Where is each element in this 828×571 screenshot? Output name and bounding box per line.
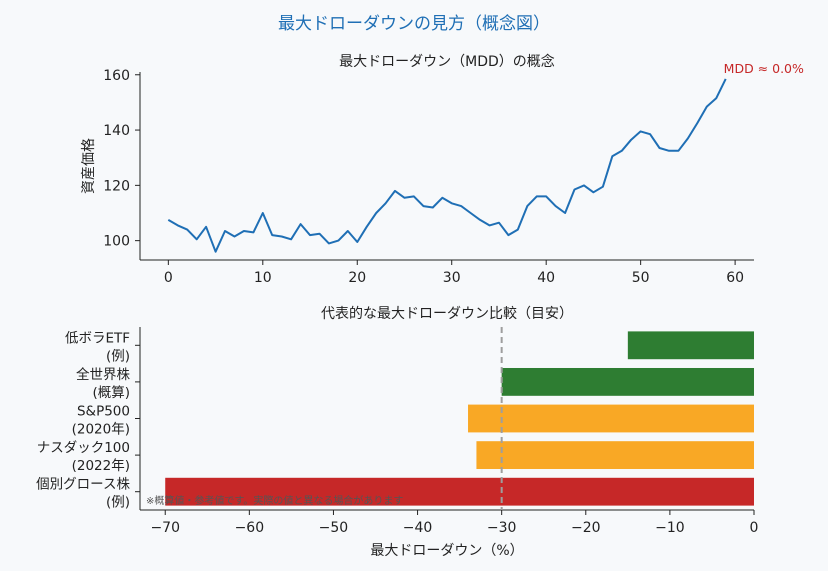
x-tick-label: −70 — [150, 520, 180, 536]
bar-3 — [468, 404, 754, 433]
bar-2 — [501, 367, 754, 396]
x-tick-label: −20 — [571, 520, 601, 536]
bar-chart-title: 代表的な最大ドローダウン比較（目安） — [321, 306, 573, 322]
y-tick-label: 160 — [103, 68, 130, 84]
category-label-line: 個別グロース株 — [36, 477, 130, 493]
x-tick-label: 0 — [164, 270, 173, 286]
category-label-line: (例) — [106, 495, 130, 511]
x-tick-label: 30 — [443, 270, 461, 286]
category-label: S&P500 (2020年) — [72, 404, 130, 438]
y-tick-label: 100 — [103, 234, 130, 250]
line-chart-title: 最大ドローダウン（MDD）の概念 — [339, 53, 555, 70]
category-label-line: 全世界株 — [76, 366, 130, 383]
figure-title: 最大ドローダウンの見方（概念図） — [278, 14, 550, 34]
x-tick-label: −40 — [403, 520, 433, 536]
x-tick-label: −50 — [319, 520, 349, 536]
category-label-line: ナスダック100 — [37, 440, 130, 456]
category-label: 全世界株 (概算) — [76, 366, 130, 401]
x-tick-label: 60 — [726, 270, 744, 286]
x-axis-label: 最大ドローダウン（%） — [370, 543, 523, 559]
category-label: ナスダック100 (2022年) — [37, 440, 130, 474]
category-label-line: (概算) — [92, 385, 130, 401]
bar-4 — [476, 441, 754, 470]
x-tick-label: 40 — [537, 270, 555, 286]
category-label-line: (2022年) — [72, 458, 130, 474]
x-tick-label: 10 — [254, 270, 272, 286]
bar-1 — [627, 331, 754, 360]
category-label-line: S&P500 — [77, 404, 130, 420]
category-label-line: 低ボラETF — [65, 330, 130, 346]
y-axis-label: 資産価格 — [81, 138, 97, 194]
x-tick-label: 20 — [348, 270, 366, 286]
x-tick-label: −10 — [655, 520, 685, 536]
bar-5 — [165, 477, 754, 506]
x-tick-label: 50 — [632, 270, 650, 286]
disclaimer-note: ※概算値・参考値です。実際の値と異なる場合があります — [146, 494, 403, 507]
x-tick-label: 0 — [750, 520, 759, 536]
x-tick-label: −60 — [235, 520, 265, 536]
x-tick-label: −30 — [487, 520, 517, 536]
y-tick-label: 120 — [103, 178, 130, 194]
price-series-line — [167, 78, 727, 253]
y-tick-label: 140 — [103, 123, 130, 139]
category-label: 低ボラETF (例) — [65, 330, 130, 364]
category-label: 個別グロース株 (例) — [36, 477, 130, 511]
mdd-annotation: MDD ≈ 0.0% — [724, 61, 804, 76]
category-label-line: (2020年) — [72, 422, 130, 438]
category-label-line: (例) — [106, 348, 130, 364]
